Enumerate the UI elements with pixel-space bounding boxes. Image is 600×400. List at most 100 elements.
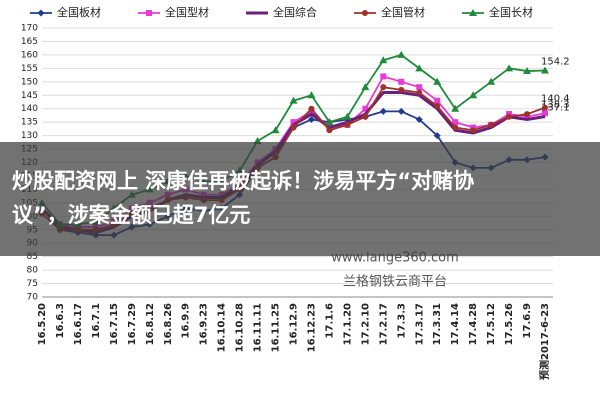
marker: [362, 113, 369, 120]
marker: [326, 127, 333, 134]
x-tick-label: 16.5.20: [37, 303, 48, 345]
x-tick-label: 17.6.9: [522, 303, 533, 338]
marker: [308, 105, 315, 112]
marker: [542, 110, 548, 117]
y-tick-label: 75: [27, 279, 38, 289]
marker: [307, 91, 316, 99]
marker: [362, 10, 368, 16]
marker: [524, 111, 531, 118]
marker: [398, 86, 405, 93]
marker: [398, 78, 405, 85]
x-tick-label: 17.4.28: [468, 303, 479, 345]
marker: [488, 121, 495, 128]
y-tick-label: 145: [21, 91, 38, 101]
x-tick-label: 16.7.1: [91, 303, 102, 338]
x-tick-label: 16.8.26: [163, 303, 174, 345]
data-label: 138.3: [541, 99, 570, 110]
legend-label: 全国综合: [273, 5, 317, 19]
data-label: 140.4: [541, 94, 570, 105]
y-tick-label: 135: [21, 118, 38, 128]
marker: [415, 115, 423, 123]
marker: [379, 107, 387, 115]
x-tick-label: 16.6.17: [73, 303, 84, 345]
marker: [362, 105, 369, 112]
y-tick-label: 165: [21, 37, 38, 47]
y-tick-label: 85: [27, 252, 38, 262]
marker: [523, 67, 532, 75]
x-tick-label: 16.11.25: [271, 303, 282, 352]
marker: [290, 124, 297, 131]
x-tick-label: 16.6.3: [55, 303, 66, 338]
x-tick-label: 17.3.17: [414, 303, 425, 345]
y-tick-label: 170: [21, 24, 38, 34]
marker: [416, 89, 423, 96]
banner-text: 议”，涉案金额已超7亿元: [12, 203, 250, 227]
x-tick-label: 16.9.23: [199, 303, 210, 345]
x-tick-label: 17.5.26: [504, 303, 515, 345]
marker: [380, 73, 387, 80]
x-tick-label: 17.2.17: [378, 303, 389, 345]
marker: [452, 119, 459, 126]
x-tick-label: 16.8.12: [145, 303, 156, 345]
marker: [506, 113, 513, 120]
x-tick-label: 16.9.9: [181, 303, 192, 338]
y-tick-label: 130: [21, 131, 38, 141]
y-tick-label: 70: [27, 293, 39, 303]
x-tick-label: 17.1.20: [342, 303, 353, 345]
x-tick-label: 17.4.14: [450, 303, 461, 345]
x-tick-label: 16.10.14: [217, 303, 228, 352]
marker: [416, 84, 423, 91]
watermark: 兰格钢铁云商平台: [343, 274, 447, 290]
x-tick-label: 17.5.12: [486, 303, 497, 345]
y-tick-label: 160: [21, 50, 38, 60]
y-tick-label: 80: [27, 266, 39, 276]
marker: [434, 97, 441, 104]
banner: [0, 142, 600, 256]
marker: [344, 121, 351, 128]
x-tick-label: 16.10.28: [235, 303, 246, 352]
marker: [380, 84, 387, 91]
x-tick-label: 17.3.3: [396, 303, 407, 338]
marker: [505, 64, 514, 72]
legend-label: 全国长材: [489, 5, 533, 19]
legend-label: 全国型材: [165, 5, 209, 19]
x-tick-label: 16.7.15: [109, 303, 120, 345]
marker: [146, 10, 152, 16]
marker: [289, 96, 298, 104]
marker: [37, 9, 45, 17]
x-tick-label: 17.2.10: [360, 303, 371, 345]
marker: [434, 103, 441, 110]
marker: [361, 83, 370, 91]
banner-text: 炒股配资网上 深康佳再被起诉！涉易平方“对赌协: [12, 169, 474, 193]
y-tick-label: 150: [21, 77, 38, 87]
legend-label: 全国板材: [57, 5, 101, 19]
marker: [433, 77, 442, 85]
marker: [452, 124, 459, 131]
marker: [397, 50, 406, 58]
data-label: 154.2: [541, 57, 570, 68]
legend-label: 全国管材: [381, 5, 425, 19]
marker: [379, 56, 388, 64]
marker: [271, 126, 280, 134]
marker: [542, 104, 548, 111]
marker: [343, 112, 352, 120]
data-label: 137.1: [541, 103, 570, 114]
marker: [451, 104, 460, 112]
marker: [397, 107, 405, 115]
marker: [470, 127, 477, 134]
x-tick-label: 17.3.31: [432, 303, 443, 345]
x-tick-label: 16.12.23: [306, 303, 317, 352]
marker: [469, 91, 478, 99]
y-tick-label: 140: [21, 104, 38, 114]
marker: [415, 64, 424, 72]
x-tick-label: 16.7.29: [127, 303, 138, 345]
x-tick-label: 预测2017-6-23: [538, 303, 551, 380]
marker: [290, 119, 297, 126]
y-tick-label: 155: [21, 64, 38, 74]
marker: [541, 66, 549, 74]
x-tick-label: 16.12.9: [289, 303, 300, 345]
marker: [469, 9, 477, 16]
marker: [487, 77, 496, 85]
x-tick-label: 16.11.11: [253, 303, 264, 352]
